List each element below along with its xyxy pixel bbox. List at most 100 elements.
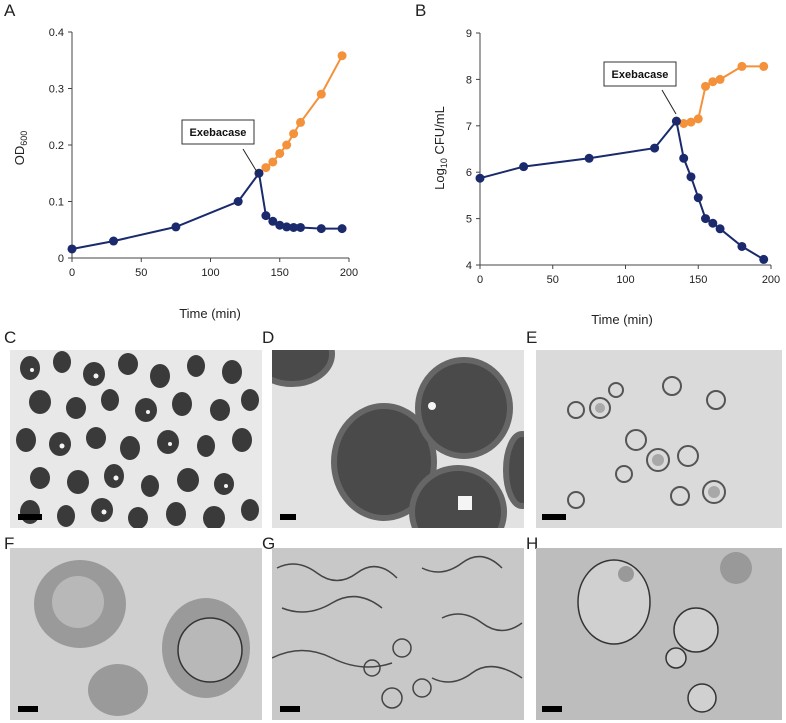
- chart-a-series-1-point: [261, 163, 271, 173]
- micrograph-d-image: [272, 350, 524, 528]
- chart-b-x-tick-label: 150: [689, 274, 707, 286]
- chart-a-y-tick-label: 0.3: [49, 84, 64, 96]
- chart-b-series-line-0: [479, 118, 765, 261]
- chart-b-y-tick-label: 4: [466, 260, 472, 272]
- chart-a-y-tick-label: 0: [58, 253, 64, 265]
- chart-a-x-tick-label: 200: [340, 267, 358, 279]
- chart-b-series-0-point: [693, 193, 703, 203]
- panel-letter-f: F: [4, 534, 15, 553]
- chart-a-series-0-point: [275, 220, 285, 230]
- chart-b-y-tick-label: 5: [466, 214, 472, 226]
- scalebar-c: [18, 514, 42, 520]
- chart-b-series-1-point: [715, 74, 725, 84]
- chart-b-series-1-point: [737, 61, 747, 71]
- chart-b-callout-arrow: [661, 89, 677, 115]
- micrograph-d: [272, 350, 524, 528]
- panel-letter-c: C: [4, 328, 17, 347]
- chart-a-series-1-point: [282, 140, 292, 150]
- chart-a-series-0-point: [109, 236, 119, 246]
- chart-a-x-tick-label: 50: [135, 267, 147, 279]
- chart-a-callout: Exebacase: [181, 119, 258, 173]
- chart-b-ylabel: Log10 CFU/mL: [432, 106, 449, 190]
- chart-a-callout-arrow: [242, 148, 258, 173]
- chart-a-series-0-point: [268, 216, 278, 226]
- chart-a-series-1-point: [275, 148, 285, 158]
- panel-letter-g: G: [262, 534, 276, 553]
- chart-b-series: [475, 61, 769, 264]
- micrograph-h: [536, 548, 782, 720]
- chart-b-x-tick-label: 50: [547, 274, 559, 286]
- panel-letter-a: A: [4, 1, 16, 20]
- micrograph-c-image: [10, 350, 262, 528]
- chart-b-series-0-point: [671, 116, 681, 126]
- chart-b-series-0-point: [708, 218, 718, 228]
- scalebar-f: [18, 706, 38, 712]
- scalebar-e: [542, 514, 566, 520]
- chart-a-y-tick-label: 0.1: [49, 197, 64, 209]
- micrograph-g-image: [272, 548, 524, 720]
- chart-b-series-0-point: [715, 224, 725, 234]
- chart-b-series-1-point: [679, 118, 689, 128]
- chart-b-series-0-point: [475, 173, 485, 183]
- chart-b-ticks: 0 50 100 150 200 4 5 6 7 8 9: [466, 28, 780, 286]
- chart-b: B 0 50 100 150 200 4 5 6 7 8 9 Time (min) Log10 CF…: [415, 1, 780, 327]
- micrograph-f-image: [10, 548, 262, 720]
- chart-a-series-1-point: [268, 157, 278, 167]
- chart-a-series-0-point: [337, 224, 347, 234]
- chart-b-x-tick-label: 0: [477, 274, 483, 286]
- chart-a-series-0-point: [261, 211, 271, 221]
- micrograph-e-image: [536, 350, 782, 528]
- chart-b-y-tick-label: 9: [466, 28, 472, 40]
- chart-a-callout-text: Exebacase: [190, 127, 247, 139]
- chart-b-series-0-point: [679, 153, 689, 163]
- chart-a-xlabel: Time (min): [179, 306, 241, 321]
- chart-a-axes: [71, 32, 349, 259]
- panel-letter-h: H: [526, 534, 539, 553]
- chart-a-series-0-point: [233, 197, 243, 206]
- chart-b-series-1-point: [708, 77, 718, 87]
- micrograph-e: [536, 350, 782, 528]
- chart-b-series-0-point: [650, 143, 660, 153]
- scalebar-h: [542, 706, 562, 712]
- panel-letter-e: E: [526, 328, 538, 347]
- chart-b-x-tick-label: 200: [762, 274, 780, 286]
- panel-letter-b: B: [415, 1, 426, 20]
- chart-b-series-0-point: [737, 241, 747, 251]
- chart-a-series-0-point: [316, 224, 326, 234]
- chart-a-series-line-1: [258, 55, 343, 175]
- chart-a-series-1-point: [316, 89, 326, 99]
- panel-letter-d: D: [262, 328, 275, 347]
- chart-a-series-0-point: [171, 222, 181, 232]
- chart-a: A 0 50 100 150 200 0 0.1 0.2 0.3 0.4 Time (min) O…: [4, 1, 358, 321]
- chart-b-y-tick-label: 7: [466, 121, 472, 133]
- chart-b-series-0-point: [686, 172, 696, 182]
- chart-a-x-tick-label: 0: [69, 267, 75, 279]
- micrograph-c: [10, 350, 262, 528]
- chart-b-callout: Exebacase: [603, 61, 677, 115]
- chart-b-series-1-point: [701, 81, 711, 91]
- chart-a-ylabel: OD600: [12, 131, 29, 166]
- chart-a-series-0-point: [289, 222, 299, 232]
- chart-b-y-tick-label: 6: [466, 167, 472, 179]
- chart-b-series-1-point: [686, 117, 696, 127]
- chart-a-series-0-point: [67, 244, 77, 254]
- chart-a-callout-box: [181, 119, 255, 145]
- chart-a-series-1-point: [289, 129, 299, 139]
- chart-b-series-0-point: [519, 162, 529, 172]
- chart-b-series-1-point: [693, 114, 703, 124]
- chart-b-y-tick-label: 8: [466, 74, 472, 86]
- micrograph-h-image: [536, 548, 782, 720]
- chart-b-callout-box: [603, 61, 677, 87]
- chart-a-ticks: 0 50 100 150 200 0 0.1 0.2 0.3 0.4: [49, 27, 358, 279]
- chart-b-series-0-point: [584, 153, 594, 163]
- chart-a-x-tick-label: 150: [271, 267, 289, 279]
- chart-b-callout-text: Exebacase: [612, 69, 669, 81]
- chart-b-xlabel: Time (min): [591, 312, 653, 327]
- chart-a-y-tick-label: 0.4: [49, 27, 64, 39]
- chart-a-series: [67, 51, 347, 254]
- micrograph-f: [10, 548, 262, 720]
- chart-a-series-0-point: [296, 222, 306, 232]
- chart-a-y-tick-label: 0.2: [49, 140, 64, 152]
- chart-a-x-tick-label: 100: [201, 267, 219, 279]
